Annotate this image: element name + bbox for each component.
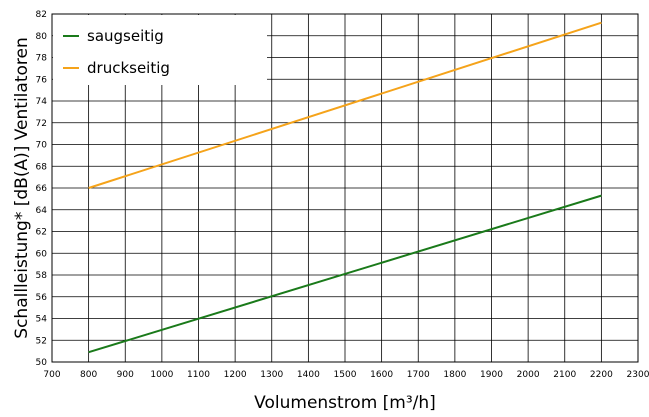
y-tick-label: 56: [36, 293, 48, 303]
y-tick-label: 72: [36, 119, 47, 129]
x-tick-label: 700: [43, 370, 60, 380]
x-tick-label: 2200: [590, 370, 613, 380]
y-axis-title: Schallleistung* [dB(A)] Ventilatoren: [12, 37, 32, 338]
y-tick-label: 64: [36, 206, 48, 216]
series-lines: [88, 21, 602, 354]
x-tick-label: 2300: [627, 370, 649, 380]
plot-frame: [51, 13, 639, 363]
y-tick-label: 60: [36, 249, 48, 259]
x-tick-label: 1700: [407, 370, 430, 380]
x-tick-label: 1300: [260, 370, 283, 380]
y-tick-label: 50: [36, 358, 48, 368]
legend: saugseitig druckseitig: [53, 15, 267, 85]
x-tick-label: 1100: [187, 370, 210, 380]
series-line-druckseitig: [88, 21, 602, 189]
x-tick-labels: 700 800 900 1000 1100 1200 1300 1400 1500 1600 170…: [43, 370, 649, 380]
x-tick-label: 1600: [370, 370, 393, 380]
y-tick-label: 78: [36, 54, 48, 64]
y-tick-label: 70: [36, 141, 48, 151]
x-tick-label: 1500: [334, 370, 357, 380]
x-tick-label: 2100: [553, 370, 576, 380]
y-tick-label: 68: [36, 162, 48, 172]
y-tick-label: 62: [36, 228, 47, 238]
x-tick-label: 2000: [517, 370, 540, 380]
x-tick-label: 1400: [297, 370, 320, 380]
y-tick-labels: 50 52 54 56 58 60 62 64 66 68 70 72 74 76 78 80 82: [36, 10, 48, 368]
y-tick-label: 76: [36, 75, 48, 85]
y-tick-label: 52: [36, 336, 47, 346]
series-line-saugseitig: [88, 194, 602, 354]
legend-label: druckseitig: [87, 59, 170, 77]
legend-box: [53, 15, 267, 85]
x-tick-label: 900: [117, 370, 134, 380]
x-tick-label: 1000: [150, 370, 173, 380]
y-tick-label: 80: [36, 32, 48, 42]
y-tick-label: 82: [36, 10, 47, 20]
legend-label: saugseitig: [87, 27, 164, 45]
x-tick-label: 1800: [443, 370, 466, 380]
y-tick-label: 58: [36, 271, 48, 281]
y-tick-label: 54: [36, 315, 48, 325]
x-tick-label: 1200: [224, 370, 247, 380]
y-tick-label: 74: [36, 97, 48, 107]
grid-lines: [52, 14, 638, 362]
x-tick-label: 800: [80, 370, 97, 380]
y-tick-label: 66: [36, 184, 48, 194]
x-axis-title: Volumenstrom [m³/h]: [254, 393, 436, 413]
x-tick-label: 1900: [480, 370, 503, 380]
